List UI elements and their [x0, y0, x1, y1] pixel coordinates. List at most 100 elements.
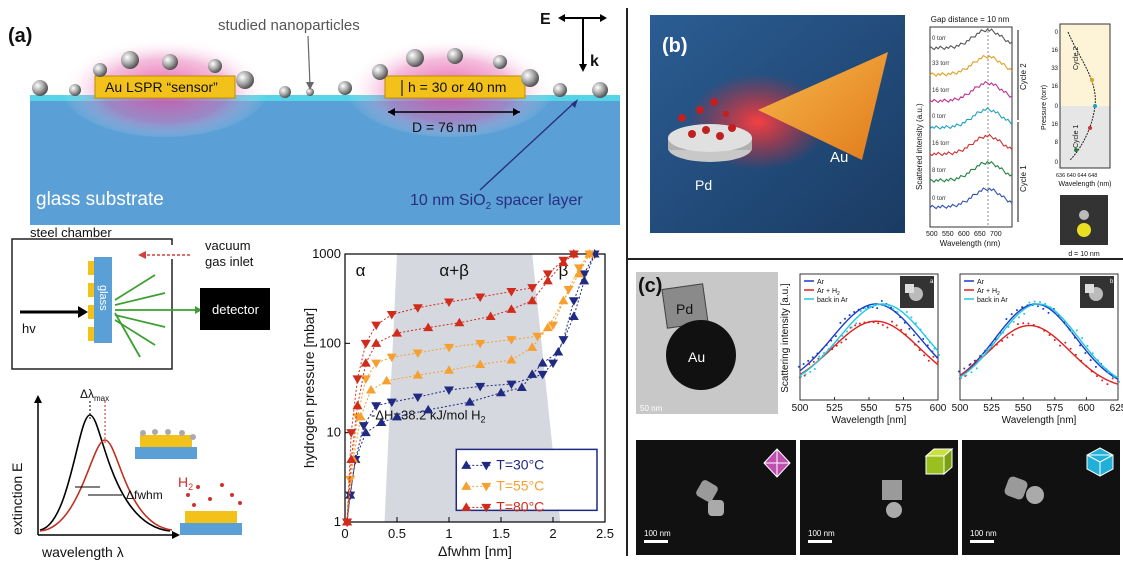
svg-text:Pd: Pd	[676, 301, 693, 317]
series-0-desorption-point-14	[345, 491, 356, 501]
c-scatter-0-2-24	[855, 322, 858, 325]
series-0-desorption-point-10	[386, 398, 397, 408]
c-scatter-1-1-18	[1006, 336, 1009, 339]
svg-text:500: 500	[926, 231, 938, 238]
panel-a-schematic: (a) studied nanoparticles Au LSPR “senso…	[8, 11, 620, 225]
legend-label-0: T=30°C	[496, 456, 544, 472]
series-2-desorption-point-9	[371, 321, 382, 331]
phase-label-0: α	[356, 261, 366, 280]
nanoparticles	[32, 48, 608, 98]
c-scatter-0-1-42	[895, 324, 898, 327]
spectrum-trace-6	[929, 187, 1013, 210]
x-tick-label-4: 2	[549, 526, 556, 541]
series-0-desorption-point-5	[537, 370, 548, 380]
c-scatter-1-1-34	[1048, 334, 1051, 337]
series-2-desorption-point-4	[506, 288, 517, 297]
plot-frame-1	[959, 273, 1119, 401]
c-legend-label-1-1: Ar + H2	[977, 288, 1000, 297]
series-1-absorption-point-10	[542, 322, 553, 332]
series-1-desorption-point-2	[563, 286, 574, 295]
legend-label-2: T=80°C	[496, 498, 544, 514]
spectrum-trace-3	[929, 107, 1013, 130]
c-scatter-1-2-2	[965, 374, 968, 377]
series-1-desorption-point-6	[475, 339, 486, 349]
phase-label-1: α+β	[439, 261, 469, 280]
legend-marker-down-0	[481, 461, 492, 471]
series-0-absorption-point-13	[568, 311, 579, 320]
series-2-absorption-point-11	[542, 275, 553, 285]
svg-text:8 torr: 8 torr	[932, 168, 946, 174]
svg-text:16: 16	[1051, 84, 1058, 90]
tem-image: 50 nm	[636, 272, 778, 414]
c-x-tick-label-1-3: 575	[1046, 403, 1063, 414]
c-scatter-0-2-18	[841, 334, 844, 337]
svg-text:steel chamber: steel chamber	[30, 225, 112, 240]
series-1-absorption-point-5	[412, 370, 423, 379]
y-tick-label-3: 1000	[312, 246, 341, 261]
svg-text:Δfwhm: Δfwhm	[126, 488, 163, 502]
legend-marker-up-0	[461, 460, 472, 469]
c-scatter-0-1-20	[845, 338, 847, 341]
svg-text:0 torr: 0 torr	[932, 36, 946, 42]
c-x-tick-label-0-1: 525	[826, 403, 843, 414]
series-0-absorption-line	[346, 253, 596, 523]
y-tick-label-2: 100	[319, 335, 341, 350]
c-scatter-1-1-24	[1022, 322, 1025, 325]
c-x-axis-label-0: Wavelength [nm]	[832, 415, 907, 426]
series-0-absorption-point-5	[392, 411, 402, 421]
c-scatter-1-1-26	[1027, 322, 1030, 325]
detector	[200, 288, 270, 330]
c-scatter-1-0-46	[1079, 344, 1082, 347]
c-scatter-1-2-18	[1007, 326, 1010, 329]
series-1-desorption-point-3	[548, 321, 558, 331]
series-1-absorption-point-12	[574, 268, 584, 278]
c-scatter-1-1-22	[1016, 323, 1019, 326]
extinction-curve-before	[39, 414, 171, 532]
c-scatter-1-0-18	[1005, 318, 1008, 321]
c-x-tick-label-0-2: 550	[861, 403, 878, 414]
c-scatter-0-1-52	[918, 349, 921, 352]
c-scatter-0-2-26	[859, 310, 862, 313]
c-scatter-0-0-50	[913, 334, 915, 337]
series-2-absorption-point-7	[454, 317, 465, 327]
series-0-absorption-point-10	[527, 369, 538, 378]
series-1-desorption-point-7	[444, 343, 454, 353]
c-scatter-0-2-48	[910, 316, 913, 319]
c-scatter-1-1-38	[1059, 344, 1062, 347]
c-scatter-1-0-50	[1089, 359, 1092, 362]
series-1-absorption-point-11	[558, 295, 569, 305]
c-x-tick-label-1-1: 525	[983, 403, 1000, 414]
svg-text:Cycle 1: Cycle 1	[1019, 165, 1028, 192]
c-scatter-0-1-4	[808, 363, 811, 366]
series-0-desorption-point-2	[568, 297, 579, 306]
svg-text:wavelength λ: wavelength λ	[41, 544, 124, 560]
c-scatter-0-2-2	[804, 373, 807, 376]
series-2-desorption-point-13	[342, 518, 353, 527]
sem-image-cube: 100 nm	[800, 440, 958, 555]
sem-image-octahedron: 100 nm	[636, 440, 796, 555]
y-tick-label-0: 1	[334, 514, 341, 529]
svg-text:700: 700	[990, 231, 1002, 238]
series-0-desorption-point-7	[475, 382, 486, 392]
svg-text:gas inlet: gas inlet	[205, 254, 254, 269]
c-scatter-1-0-32	[1042, 307, 1045, 310]
svg-text:Pressure (torr): Pressure (torr)	[1041, 85, 1048, 130]
c-scatter-1-2-22	[1017, 316, 1020, 319]
c-scatter-0-2-28	[864, 307, 867, 310]
c-scatter-1-2-48	[1086, 344, 1089, 347]
cube-icon	[924, 447, 954, 476]
spectrum-trace-4	[929, 133, 1013, 157]
c-scatter-0-0-54	[922, 338, 925, 341]
spectra-traces	[929, 28, 1013, 210]
svg-text:Wavelength (nm): Wavelength (nm)	[1058, 181, 1111, 188]
series-2-absorption-point-9	[506, 304, 517, 313]
plot-frame	[344, 253, 606, 523]
c-scatter-0-0-4	[807, 359, 810, 362]
c-scatter-0-1-44	[900, 328, 903, 331]
legend-marker-down-1	[481, 482, 492, 492]
c-scatter-0-1-38	[886, 326, 889, 329]
h2-label: H2	[178, 474, 193, 492]
c-scatter-0-2-40	[892, 307, 894, 310]
c-scatter-1-2-4	[970, 371, 973, 374]
svg-text:636 640 644 648: 636 640 644 648	[1056, 173, 1097, 179]
